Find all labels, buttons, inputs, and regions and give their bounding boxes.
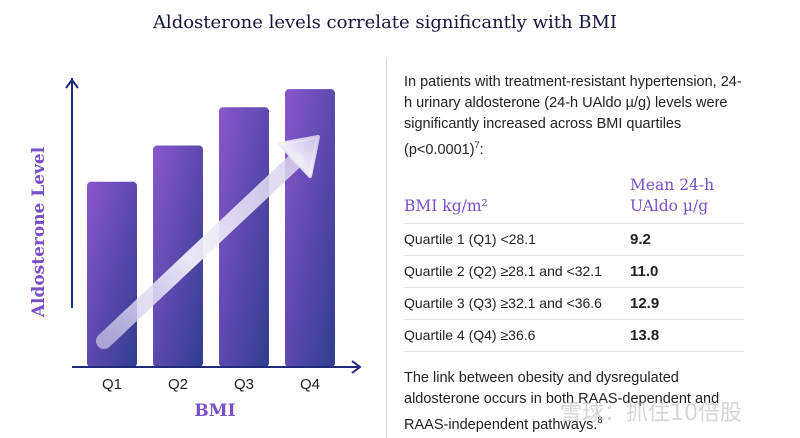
table-row: Quartile 3 (Q3) ≥32.1 and <36.6 12.9 bbox=[404, 286, 744, 320]
row-value: 13.8 bbox=[630, 318, 744, 352]
header-mean-ualdo: Mean 24-h UAldo µ/g bbox=[630, 175, 715, 215]
x-axis-arrowhead bbox=[351, 360, 362, 374]
panel-divider bbox=[386, 58, 387, 438]
intro-reference: 7 bbox=[474, 140, 480, 150]
bar-chart: Q1 Q2 Q3 Q4 BMI Aldosterone Level bbox=[29, 78, 362, 421]
row-label: Quartile 4 (Q4) ≥36.6 bbox=[404, 318, 630, 352]
bar-q3 bbox=[219, 107, 269, 367]
row-label: Quartile 1 (Q1) <28.1 bbox=[404, 222, 630, 256]
page-title: Aldosterone levels correlate significant… bbox=[152, 12, 618, 33]
x-tick-label: Q2 bbox=[168, 376, 188, 393]
intro-end: : bbox=[479, 141, 484, 158]
y-axis-arrowhead bbox=[65, 78, 79, 89]
row-label: Quartile 2 (Q2) ≥28.1 and <32.1 bbox=[404, 254, 630, 288]
outro-reference: 8 bbox=[597, 414, 603, 425]
x-tick-label: Q1 bbox=[102, 376, 122, 393]
x-tick-label: Q4 bbox=[300, 376, 320, 393]
table-row: Quartile 2 (Q2) ≥28.1 and <32.1 11.0 bbox=[404, 254, 744, 288]
header-bmi: BMI kg/m² bbox=[404, 196, 488, 215]
table-row: Quartile 4 (Q4) ≥36.6 13.8 bbox=[404, 318, 744, 352]
info-panel: In patients with treatment-resistant hyp… bbox=[404, 72, 749, 436]
outro-text: The link between obesity and dysregulate… bbox=[404, 368, 749, 436]
bar-q4 bbox=[285, 89, 335, 367]
bar-q2 bbox=[153, 145, 203, 367]
intro-body: In patients with treatment-resistant hyp… bbox=[404, 74, 742, 158]
bmi-table: BMI kg/m² Mean 24-h UAldo µ/g Quartile 1… bbox=[404, 175, 744, 352]
row-value: 11.0 bbox=[630, 254, 744, 288]
trend-arrow bbox=[96, 135, 320, 349]
table-row: Quartile 1 (Q1) <28.1 9.2 bbox=[404, 222, 744, 256]
x-tick-label: Q3 bbox=[234, 376, 254, 393]
x-axis-label: BMI bbox=[194, 401, 235, 421]
watermark: 雪球：抓住10倍股 bbox=[560, 401, 742, 426]
outro-body: The link between obesity and dysregulate… bbox=[404, 369, 720, 433]
row-value: 9.2 bbox=[630, 222, 744, 256]
row-value: 12.9 bbox=[630, 286, 744, 320]
intro-text: In patients with treatment-resistant hyp… bbox=[404, 72, 749, 161]
row-label: Quartile 3 (Q3) ≥32.1 and <36.6 bbox=[404, 286, 630, 320]
y-axis-label: Aldosterone Level bbox=[29, 146, 49, 318]
